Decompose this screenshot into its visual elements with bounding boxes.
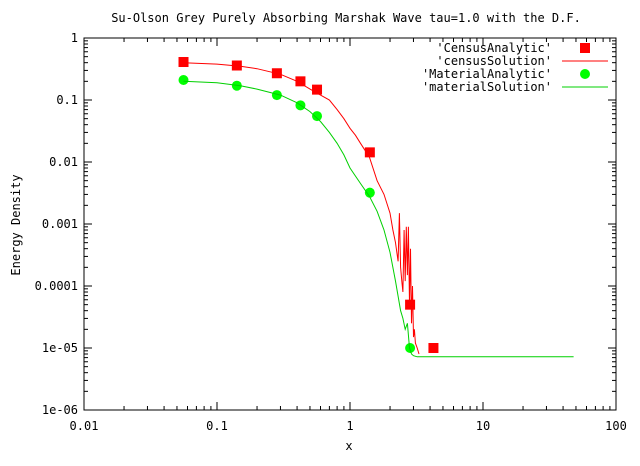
data-point-square xyxy=(178,57,189,68)
data-point-circle xyxy=(178,75,189,86)
legend-label: 'materialSolution' xyxy=(422,80,552,94)
y-tick-label: 0.0001 xyxy=(35,279,78,293)
data-point-square xyxy=(428,343,439,353)
series-line xyxy=(183,80,574,358)
y-tick-label: 1e-05 xyxy=(42,341,78,355)
legend: 'CensusAnalytic''censusSolution''Materia… xyxy=(422,41,608,94)
y-axis-label: Energy Density xyxy=(9,174,23,275)
data-point-circle xyxy=(312,111,323,122)
x-tick-label: 1 xyxy=(346,419,353,433)
y-tick-label: 0.001 xyxy=(42,217,78,231)
y-tick-label: 1 xyxy=(71,31,78,45)
y-tick-label: 0.1 xyxy=(56,93,78,107)
data-point-square xyxy=(364,147,375,158)
x-axis-label: x xyxy=(345,439,352,453)
legend-label: 'CensusAnalytic' xyxy=(436,41,552,55)
chart-title: Su-Olson Grey Purely Absorbing Marshak W… xyxy=(111,11,581,25)
data-point-square xyxy=(312,84,323,95)
data-point-circle xyxy=(364,187,375,198)
data-point-square xyxy=(405,299,416,310)
y-tick-label: 0.01 xyxy=(49,155,78,169)
legend-label: 'MaterialAnalytic' xyxy=(422,67,552,81)
series-2 xyxy=(183,62,420,355)
y-tick-label: 1e-06 xyxy=(42,403,78,417)
data-point-circle xyxy=(271,90,282,101)
data-point-circle xyxy=(405,343,416,353)
axis-ticks: 0.01 0.1 1 10 100 1e-06 1e-05 0.0001 0.001 0.01 0.… xyxy=(35,31,627,433)
data-point-square xyxy=(295,76,306,87)
legend-square-marker xyxy=(580,43,590,53)
series-4 xyxy=(183,80,574,358)
series-line xyxy=(183,62,420,355)
legend-label: 'censusSolution' xyxy=(436,54,552,68)
plot-area xyxy=(178,57,574,358)
x-tick-label: 0.01 xyxy=(70,419,99,433)
x-tick-label: 10 xyxy=(476,419,490,433)
x-tick-label: 100 xyxy=(605,419,627,433)
x-tick-label: 0.1 xyxy=(206,419,228,433)
legend-circle-marker xyxy=(580,69,590,79)
